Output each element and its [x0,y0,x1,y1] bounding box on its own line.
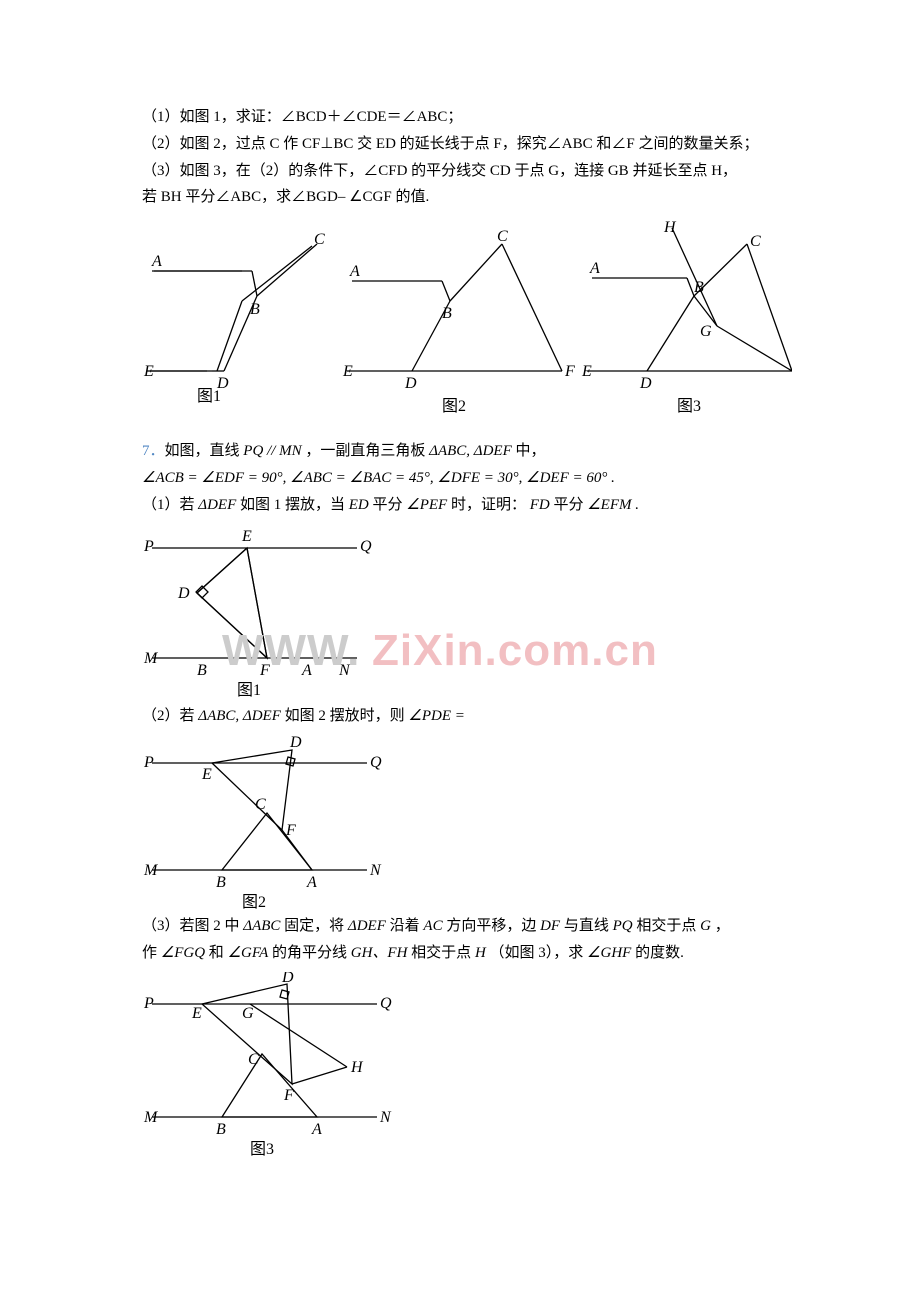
lbl-C: C [314,231,325,248]
p7-part3b: 作 ∠FGQ 和 ∠GFA 的角平分线 GH、FH 相交于点 H （如图 3），… [142,941,785,966]
svg-text:A: A [589,260,600,277]
svg-text:M: M [143,650,159,667]
svg-text:图2: 图2 [242,894,266,910]
svg-text:C: C [497,228,508,245]
p7-line1: 7．如图，直线 PQ // MN ，一副直角三角板 ΔABC, ΔDEF 中， [142,439,785,464]
lbl-B: B [250,301,260,318]
svg-text:P: P [143,538,154,555]
svg-text:M: M [143,1109,159,1126]
svg-text:E: E [191,1005,202,1022]
svg-text:G: G [700,323,712,340]
p7-fig1-wrap: P Q M N E D F A B 图1 WWW. ZiXin.com.cn [142,523,785,698]
svg-text:D: D [639,375,652,392]
svg-text:D: D [281,972,294,986]
p7-part3a: （3）若图 2 中 ΔABC 固定，将 ΔDEF 沿着 AC 方向平移，边 DF… [142,914,785,939]
svg-text:N: N [338,662,351,679]
svg-text:A: A [349,263,360,280]
svg-text:E: E [581,363,592,380]
svg-text:P: P [143,754,154,771]
svg-text:C: C [750,233,761,250]
svg-text:N: N [379,1109,392,1126]
svg-text:图3: 图3 [677,398,701,415]
svg-text:C: C [255,796,266,813]
svg-text:图3: 图3 [250,1141,274,1157]
p7-number: 7． [142,443,165,459]
p7-fig1-svg: P Q M N E D F A B 图1 [142,523,372,698]
p6-figures: A B C D E 图1 A B C D E F 图2 A [142,216,785,421]
svg-text:F: F [285,822,296,839]
svg-text:图1: 图1 [237,682,261,698]
svg-text:E: E [241,528,252,545]
svg-text:A: A [306,874,317,891]
svg-text:E: E [201,766,212,783]
p7-fig3-wrap: P Q M N E D G C F H B A 图3 [142,972,785,1157]
svg-text:Q: Q [380,995,392,1012]
svg-text:B: B [216,1121,226,1138]
svg-text:D: D [177,585,190,602]
svg-text:F: F [564,363,575,380]
svg-text:P: P [143,995,154,1012]
p7-part2: （2）若 ΔABC, ΔDEF 如图 2 摆放时，则 ∠PDE = [142,704,785,729]
p7-fig2-svg: P Q M N E D F C B A 图2 [142,735,392,910]
svg-text:A: A [311,1121,322,1138]
p6-part2: （2）如图 2，过点 C 作 CF⊥BC 交 ED 的延长线于点 F，探究∠AB… [142,132,785,157]
svg-text:M: M [143,862,159,879]
svg-text:H: H [663,219,677,236]
svg-text:F: F [259,662,270,679]
svg-text:Q: Q [370,754,382,771]
p7-fig2-wrap: P Q M N E D F C B A 图2 [142,735,785,910]
svg-text:D: D [289,735,302,751]
svg-text:B: B [197,662,207,679]
svg-text:Q: Q [360,538,372,555]
p7-line2: ∠ACB = ∠EDF = 90°, ∠ABC = ∠BAC = 45°, ∠D… [142,466,785,491]
lbl-E: E [143,363,154,380]
svg-text:H: H [350,1059,364,1076]
p6-part1: （1）如图 1，求证：∠BCD＋∠CDE＝∠ABC； [142,105,785,130]
lbl-A: A [151,253,162,270]
svg-text:E: E [342,363,353,380]
p6-part3b: 若 BH 平分∠ABC，求∠BGD– ∠CGF 的值. [142,185,785,210]
watermark-right: ZiXin.com.cn [372,615,658,688]
svg-text:C: C [248,1051,259,1068]
svg-text:N: N [369,862,382,879]
lbl-fig1: 图1 [197,388,221,405]
svg-text:G: G [242,1005,254,1022]
p6-figs-svg: A B C D E 图1 A B C D E F 图2 A [142,216,792,421]
svg-text:图2: 图2 [442,398,466,415]
svg-text:B: B [694,279,704,296]
svg-text:F: F [283,1087,294,1104]
page: （1）如图 1，求证：∠BCD＋∠CDE＝∠ABC； （2）如图 2，过点 C … [0,0,920,1302]
svg-text:B: B [442,305,452,322]
svg-text:D: D [404,375,417,392]
p6-part3a: （3）如图 3，在（2）的条件下，∠CFD 的平分线交 CD 于点 G，连接 G… [142,159,785,184]
svg-text:B: B [216,874,226,891]
svg-text:A: A [301,662,312,679]
p6-fig1 [147,246,312,371]
p7-part1: （1）若 ΔDEF 如图 1 摆放，当 ED 平分 ∠PEF 时，证明： FD … [142,493,785,518]
p7-fig3-svg: P Q M N E D G C F H B A 图3 [142,972,402,1157]
